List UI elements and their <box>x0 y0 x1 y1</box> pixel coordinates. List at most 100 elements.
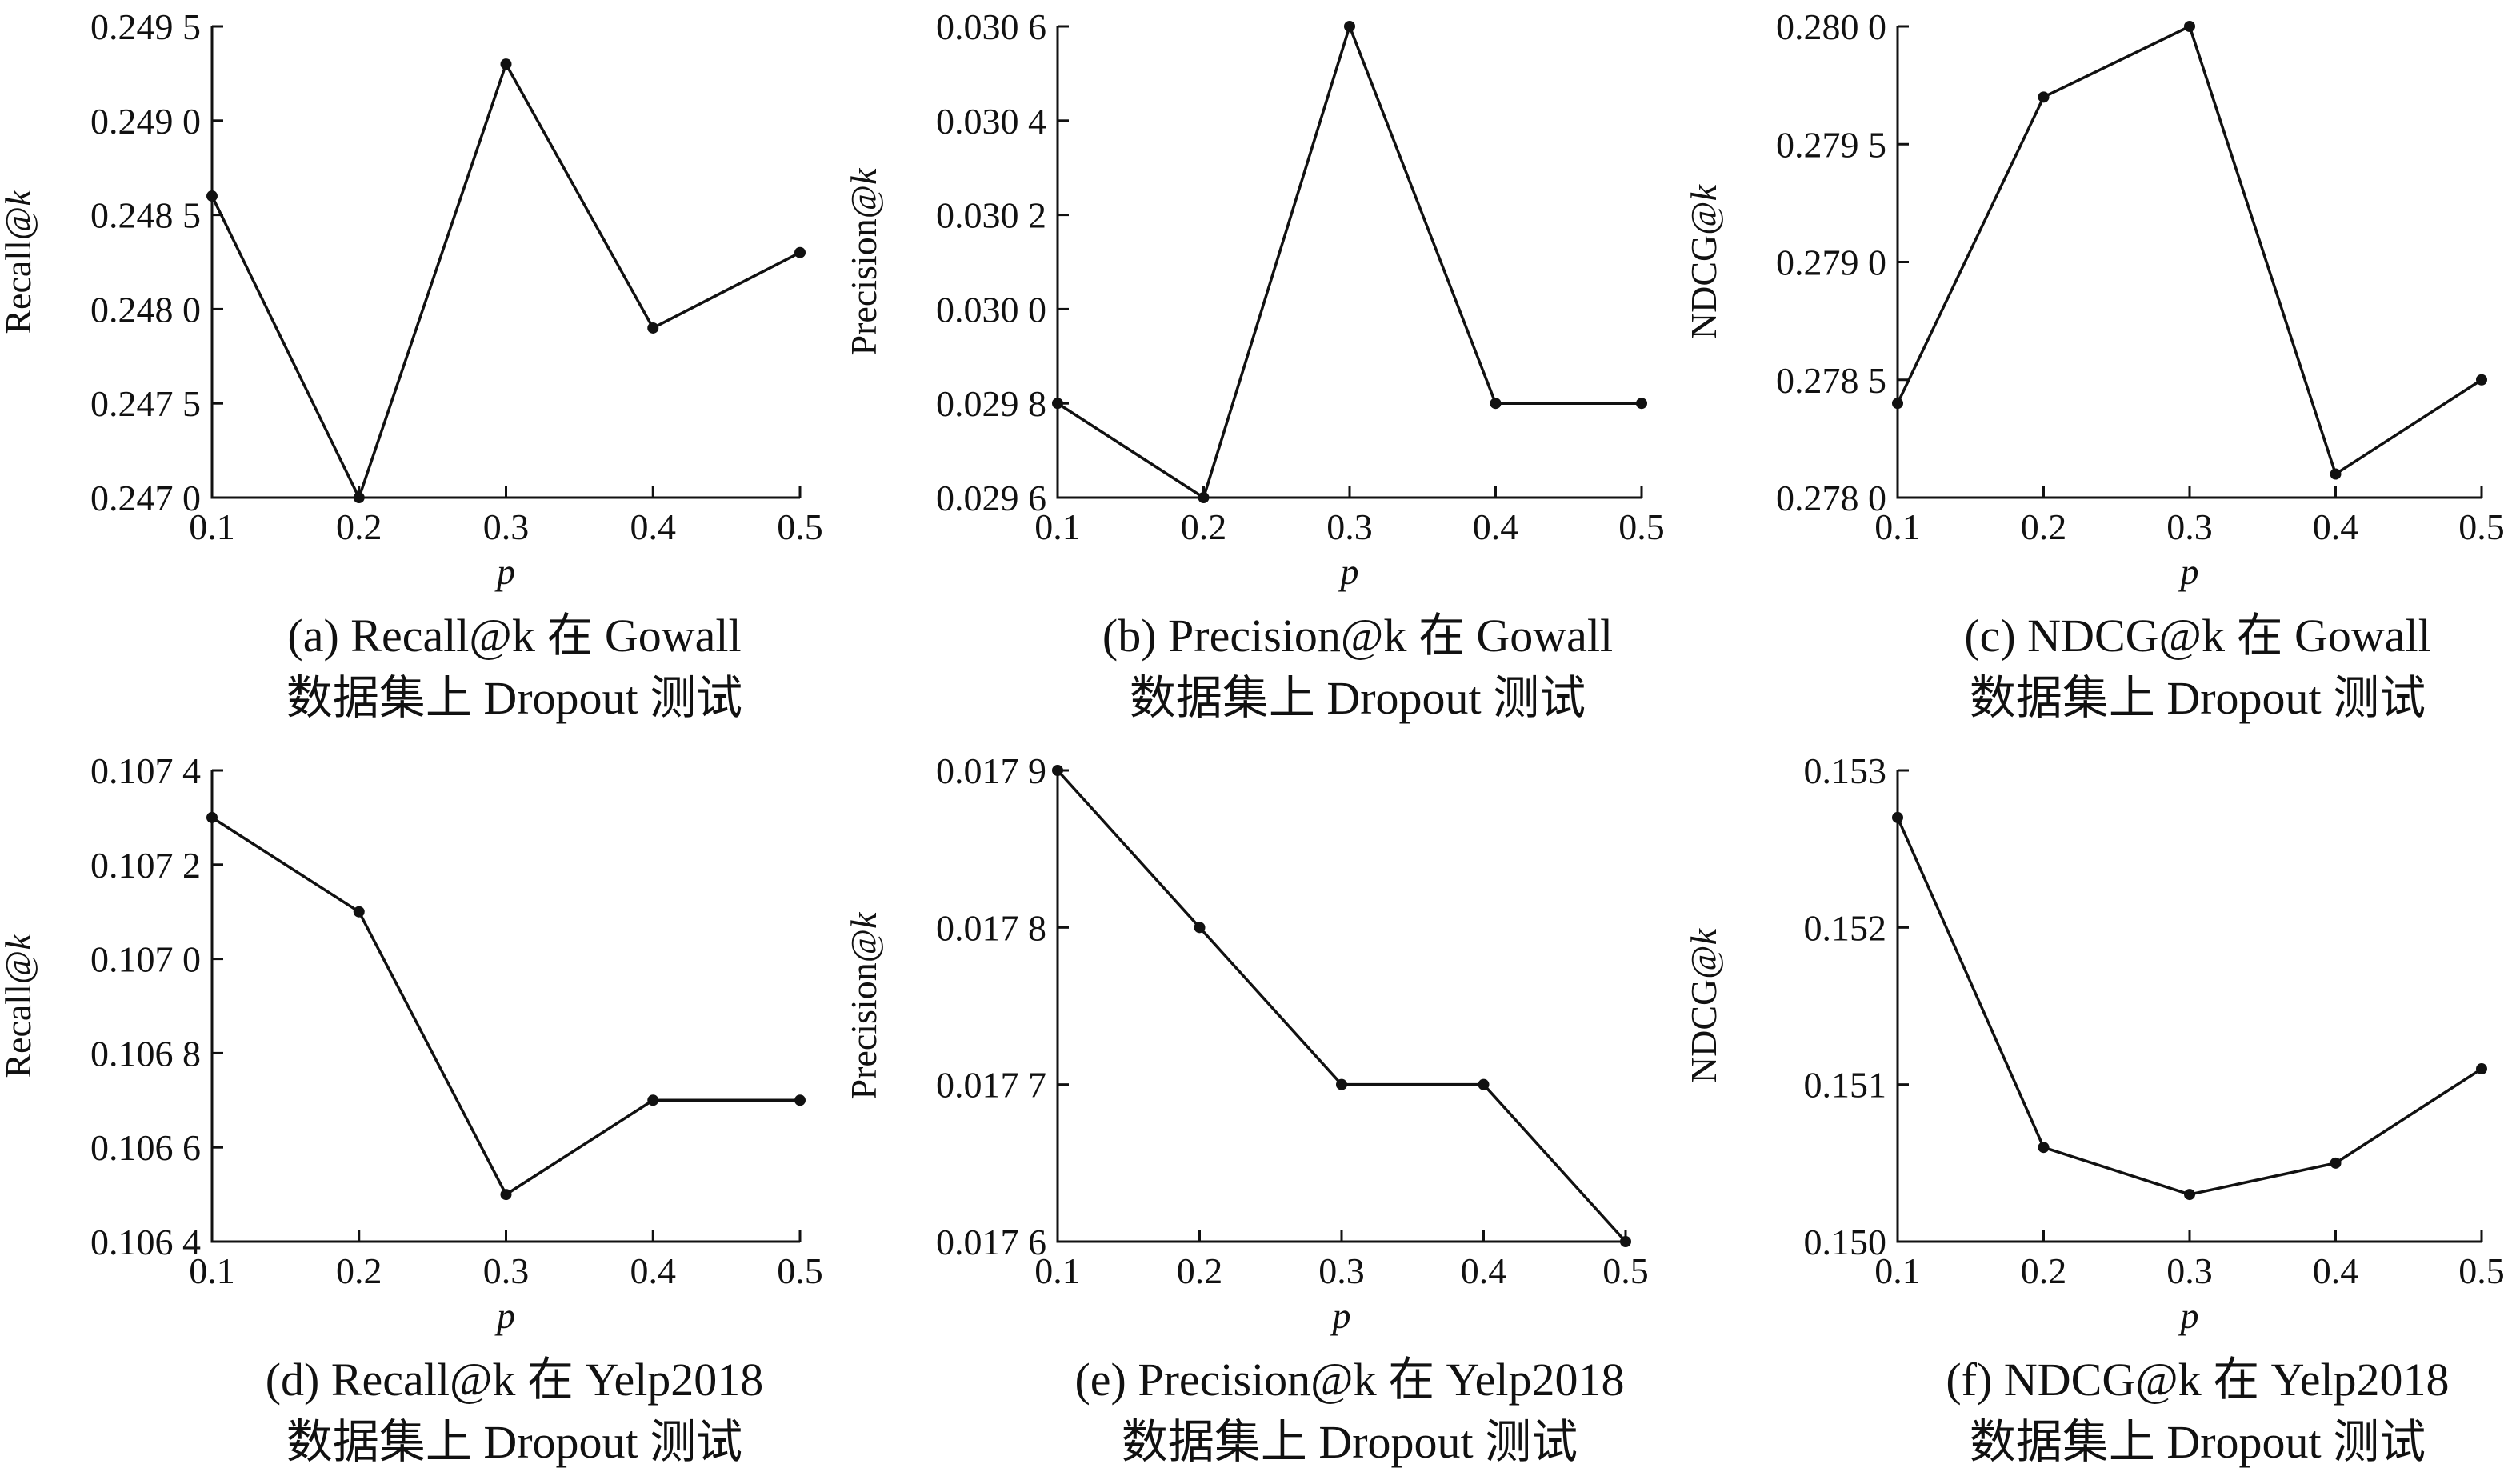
chart-d-xtick-label: 0.3 <box>483 1250 530 1291</box>
chart-e-xtick-label: 0.1 <box>1034 1250 1081 1291</box>
chart-b-xtick-label: 0.2 <box>1181 506 1227 547</box>
chart-a-point <box>500 58 512 70</box>
chart-a-xtick-label: 0.1 <box>189 506 235 547</box>
chart-b-ytick-label: 0.030 4 <box>936 101 1046 142</box>
chart-d-point <box>206 811 218 823</box>
chart-c-xlabel: p <box>2178 551 2199 592</box>
chart-c-xtick-label: 0.4 <box>2313 506 2359 547</box>
chart-d-ytick-label: 0.106 4 <box>90 1222 201 1262</box>
chart-f-caption-line1: (f) NDCG@k 在 Yelp2018 <box>1946 1354 2450 1406</box>
chart-f-ytick-label: 0.152 <box>1804 907 1887 948</box>
chart-e-caption-line1: (e) Precision@k 在 Yelp2018 <box>1074 1354 1625 1406</box>
chart-b-plot: 0.029 6 0.029 8 0.030 0 0.030 2 0.030 4 0.030… <box>843 6 1665 592</box>
chart-e-xtick-label: 0.2 <box>1177 1250 1223 1291</box>
chart-b-point <box>1490 398 1502 410</box>
chart-e-point <box>1052 765 1063 776</box>
chart-d-point <box>794 1094 806 1106</box>
chart-panel-e: 0.017 6 0.017 7 0.017 8 0.017 9 0.1 0.2 0.3 0.4… <box>843 744 1688 1484</box>
chart-b-ytick-label: 0.029 8 <box>936 383 1046 424</box>
chart-b-xlabel: p <box>1338 551 1359 592</box>
chart-f-ytick-label: 0.153 <box>1804 750 1887 791</box>
chart-d-plot: 0.106 4 0.106 6 0.106 8 0.107 0 0.107 2 0.107… <box>0 750 823 1336</box>
chart-c-plot: 0.278 0 0.278 5 0.279 0 0.279 5 0.280 0 0.1 0.… <box>1683 6 2505 592</box>
chart-a-xlabel: p <box>494 551 515 592</box>
chart-c-point <box>1892 398 1903 410</box>
chart-e-series-line <box>1056 769 1627 1243</box>
chart-e-ytick-label: 0.017 6 <box>936 1222 1046 1262</box>
chart-d-xlabel: p <box>494 1295 515 1336</box>
chart-e-xlabel: p <box>1330 1295 1351 1336</box>
chart-a-point <box>647 322 659 334</box>
chart-d-xtick-label: 0.1 <box>189 1250 235 1291</box>
chart-b-ylabel: Precision@k <box>843 167 884 356</box>
chart-d-point <box>647 1094 659 1106</box>
chart-e-xtick-label: 0.5 <box>1602 1250 1649 1291</box>
chart-a-caption: (a) Recall@k 在 Gowall 数据集上 Dropout 测试 <box>114 605 914 730</box>
chart-a-ytick-label: 0.247 5 <box>90 383 201 424</box>
chart-a-ytick-label: 0.249 5 <box>90 6 201 47</box>
chart-c-ylabel: NDCG@k <box>1683 183 1724 339</box>
chart-b-xtick-label: 0.5 <box>1618 506 1665 547</box>
chart-a-ytick-label: 0.249 0 <box>90 101 201 142</box>
chart-e-plot: 0.017 6 0.017 7 0.017 8 0.017 9 0.1 0.2 0.3 0.4… <box>843 750 1649 1336</box>
chart-b-ytick-label: 0.030 6 <box>936 6 1046 47</box>
chart-f-xtick-label: 0.2 <box>2021 1250 2067 1291</box>
chart-f-xtick-label: 0.5 <box>2458 1250 2505 1291</box>
chart-panel-f: 0.150 0.151 0.152 0.153 0.1 0.2 0.3 0.4 0.5 p NDCG… <box>1683 744 2520 1484</box>
chart-c-point <box>2038 91 2050 103</box>
chart-b-caption: (b) Precision@k 在 Gowall 数据集上 Dropout 测试 <box>958 605 1758 730</box>
chart-b-point <box>1636 398 1647 410</box>
chart-panel-c: 0.278 0 0.278 5 0.279 0 0.279 5 0.280 0 0.1 0.… <box>1683 0 2520 736</box>
chart-b-xtick-label: 0.1 <box>1034 506 1081 547</box>
chart-a-ytick-label: 0.248 5 <box>90 195 201 236</box>
chart-f-point <box>2330 1157 2342 1169</box>
chart-c-xtick-label: 0.2 <box>2021 506 2067 547</box>
chart-a-ytick-label: 0.247 0 <box>90 478 201 518</box>
chart-a-caption-line1: (a) Recall@k 在 Gowall <box>287 610 742 662</box>
chart-a-ylabel: Recall@k <box>0 189 38 334</box>
chart-c-xtick-label: 0.3 <box>2166 506 2213 547</box>
chart-b-point <box>1344 21 1355 32</box>
chart-e-point <box>1478 1078 1490 1090</box>
chart-e-ylabel: Precision@k <box>843 911 884 1100</box>
chart-a-series-line <box>210 60 801 502</box>
chart-f-plot: 0.150 0.151 0.152 0.153 0.1 0.2 0.3 0.4 0.5 p NDCG… <box>1683 750 2505 1336</box>
chart-f-xtick-label: 0.1 <box>1874 1250 1921 1291</box>
chart-a-caption-line2: 数据集上 Dropout 测试 <box>286 672 743 724</box>
chart-panel-a: 0.247 0 0.247 5 0.248 0 0.248 5 0.249 0 0.249… <box>0 0 840 736</box>
chart-panel-d: 0.106 4 0.106 6 0.106 8 0.107 0 0.107 2 0.107… <box>0 744 840 1484</box>
chart-e-point <box>1194 922 1206 934</box>
chart-a-plot: 0.247 0 0.247 5 0.248 0 0.248 5 0.249 0 0.249… <box>0 6 823 592</box>
chart-c-ytick-label: 0.280 0 <box>1776 6 1886 47</box>
chart-f-xtick-label: 0.4 <box>2313 1250 2359 1291</box>
chart-e-point <box>1620 1236 1631 1247</box>
chart-c-ytick-label: 0.278 5 <box>1776 360 1886 401</box>
chart-f-ytick-label: 0.150 <box>1804 1222 1887 1262</box>
chart-f-point <box>1892 811 1903 823</box>
chart-c-xtick-label: 0.5 <box>2458 506 2505 547</box>
chart-b-caption-line1: (b) Precision@k 在 Gowall <box>1102 610 1614 662</box>
chart-d-ytick-label: 0.107 2 <box>90 845 201 886</box>
chart-d-ytick-label: 0.107 0 <box>90 939 201 980</box>
chart-a-axes <box>210 26 800 499</box>
chart-d-ytick-label: 0.106 8 <box>90 1033 201 1074</box>
chart-a-ytick-label: 0.248 0 <box>90 289 201 330</box>
chart-d-ytick-label: 0.107 4 <box>90 750 201 791</box>
chart-c-point <box>2330 468 2342 480</box>
chart-f-ylabel: NDCG@k <box>1683 927 1724 1083</box>
chart-b-xtick-label: 0.4 <box>1473 506 1519 547</box>
chart-c-xtick-label: 0.1 <box>1874 506 1921 547</box>
chart-b-series-line <box>1057 22 1642 500</box>
chart-b-caption-line2: 数据集上 Dropout 测试 <box>1129 672 1586 724</box>
chart-d-xtick-label: 0.4 <box>630 1250 677 1291</box>
chart-f-caption-line2: 数据集上 Dropout 测试 <box>1969 1416 2426 1468</box>
chart-c-ytick-label: 0.279 0 <box>1776 242 1886 283</box>
chart-c-caption: (c) NDCG@k 在 Gowall 数据集上 Dropout 测试 <box>1798 605 2520 730</box>
chart-b-ytick-label: 0.030 2 <box>936 195 1046 236</box>
chart-e-caption-line2: 数据集上 Dropout 测试 <box>1121 1416 1578 1468</box>
chart-f-point <box>2038 1142 2050 1154</box>
chart-c-ytick-label: 0.278 0 <box>1776 478 1886 518</box>
chart-b-ytick-label: 0.029 6 <box>936 478 1046 518</box>
chart-d-ytick-label: 0.106 6 <box>90 1127 201 1168</box>
chart-b-axes <box>1056 26 1642 499</box>
